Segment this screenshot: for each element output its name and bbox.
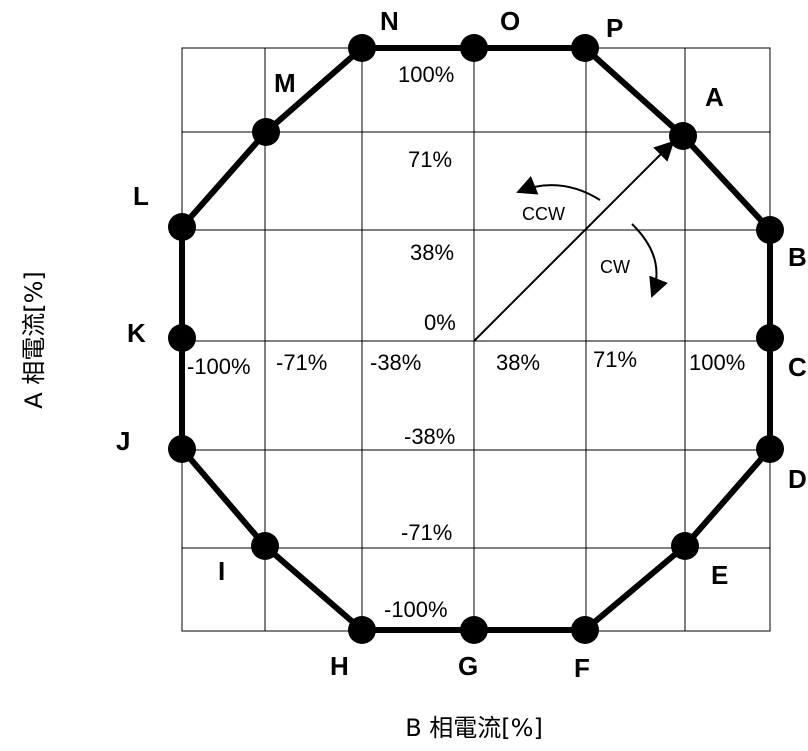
- point-l-label: L: [133, 181, 149, 211]
- tick-x-neg71: -71%: [276, 350, 327, 375]
- point-c-label: C: [788, 352, 807, 382]
- point-o-label: O: [500, 6, 520, 36]
- point-d-marker: [756, 435, 784, 463]
- ccw-label: CCW: [522, 204, 565, 224]
- point-e-marker: [671, 532, 699, 560]
- tick-y-38: 38%: [410, 240, 454, 265]
- point-i-label: I: [218, 556, 225, 586]
- point-j-marker: [168, 435, 196, 463]
- tick-x-100: 100%: [689, 350, 745, 375]
- point-p-label: P: [606, 13, 623, 43]
- point-o-marker: [460, 34, 488, 62]
- point-h-marker: [348, 616, 376, 644]
- point-f-marker: [571, 616, 599, 644]
- point-n-label: N: [380, 6, 399, 36]
- point-j-label: J: [116, 426, 130, 456]
- y-axis-title: A 相電流[%]: [20, 271, 48, 409]
- tick-x-71: 71%: [593, 347, 637, 372]
- point-a-marker: [669, 122, 697, 150]
- x-axis-title: B 相電流[%]: [405, 714, 543, 742]
- ccw-arrow: [516, 175, 601, 201]
- trajectory-points: [168, 34, 784, 644]
- point-n-marker: [348, 34, 376, 62]
- point-i-marker: [251, 532, 279, 560]
- tick-y-71: 71%: [408, 147, 452, 172]
- tick-x-neg38: -38%: [370, 350, 421, 375]
- point-a-label: A: [705, 82, 724, 112]
- point-k-marker: [168, 324, 196, 352]
- point-f-label: F: [574, 653, 590, 683]
- tick-y-0: 0%: [424, 310, 456, 335]
- tick-y-100: 100%: [398, 62, 454, 87]
- tick-x-neg100: -100%: [187, 354, 251, 379]
- tick-y-neg38: -38%: [404, 424, 455, 449]
- point-d-label: D: [788, 464, 807, 494]
- point-e-label: E: [711, 560, 728, 590]
- point-h-label: H: [330, 651, 349, 681]
- cw-label: CW: [600, 257, 630, 277]
- point-l-marker: [168, 213, 196, 241]
- point-g-marker: [460, 616, 488, 644]
- point-m-marker: [252, 118, 280, 146]
- tick-y-neg71: -71%: [401, 520, 452, 545]
- point-c-marker: [756, 324, 784, 352]
- cw-arrow: [631, 223, 668, 298]
- point-p-marker: [571, 34, 599, 62]
- current-vector-arrow: [473, 140, 675, 342]
- tick-x-38: 38%: [496, 350, 540, 375]
- tick-y-neg100: -100%: [384, 597, 448, 622]
- point-m-label: M: [274, 68, 296, 98]
- point-b-label: B: [788, 242, 807, 272]
- point-b-marker: [756, 216, 784, 244]
- point-g-label: G: [458, 651, 478, 681]
- point-k-label: K: [127, 318, 146, 348]
